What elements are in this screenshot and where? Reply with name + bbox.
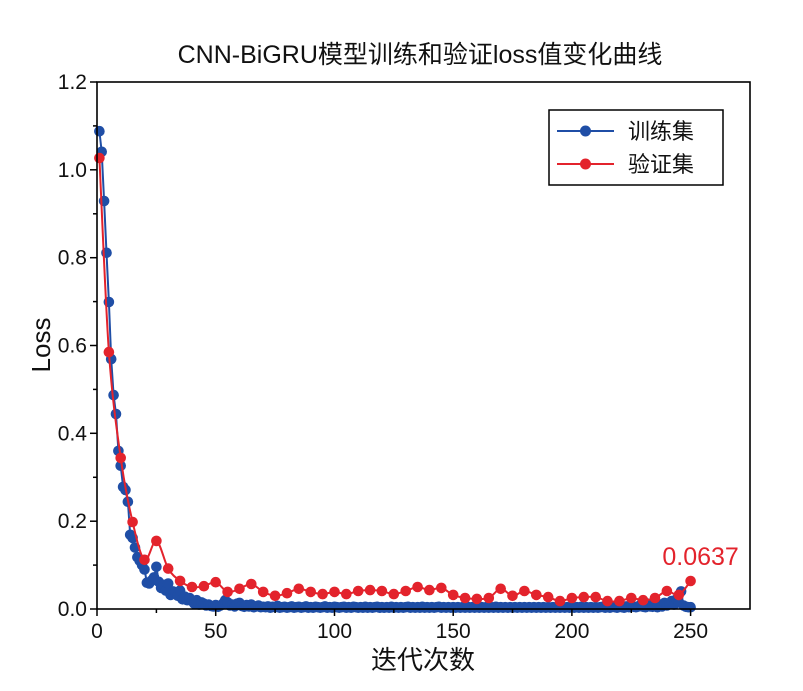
x-tick-label: 200 (554, 620, 589, 643)
val-point (115, 452, 126, 464)
val-point (554, 595, 566, 607)
val-point (542, 591, 554, 603)
x-tick-label: 250 (673, 620, 708, 643)
val-point (376, 585, 388, 597)
val-point (246, 578, 257, 590)
legend-entry-val: 验证集 (557, 152, 694, 177)
val-point (388, 588, 400, 600)
val-point (222, 586, 233, 598)
legend-swatch-marker (580, 158, 591, 170)
val-point (531, 589, 542, 601)
val-point (198, 580, 210, 592)
val-point (341, 588, 352, 600)
x-axis-label: 迭代次数 (371, 645, 475, 675)
val-point (661, 585, 673, 597)
val-point (162, 563, 174, 574)
y-tick-label: 1.2 (58, 71, 87, 94)
series-val (94, 152, 696, 607)
val-point (673, 589, 685, 601)
val-point (269, 590, 281, 602)
val-point (471, 593, 483, 605)
val-point (436, 582, 447, 594)
val-point (139, 554, 150, 566)
val-point (495, 583, 507, 595)
val-point (234, 583, 245, 595)
train-point (151, 561, 162, 573)
val-point (483, 592, 495, 604)
legend: 训练集 验证集 (548, 109, 724, 186)
legend-box (548, 109, 724, 186)
legend-label: 训练集 (628, 119, 694, 144)
val-point (317, 588, 328, 600)
legend-entry-train: 训练集 (557, 119, 694, 144)
val-point (400, 585, 412, 597)
val-point (329, 586, 340, 598)
val-point (424, 584, 435, 596)
val-point (210, 576, 221, 588)
val-point (103, 346, 115, 358)
chart-title: CNN-BiGRU模型训练和验证loss值变化曲线 (178, 41, 663, 69)
train-point (162, 578, 174, 589)
x-tick-label: 50 (204, 620, 227, 643)
y-tick-label: 1.0 (58, 159, 87, 182)
train-point (110, 408, 122, 420)
val-point (590, 591, 601, 603)
x-tick-label: 0 (91, 620, 103, 643)
y-axis-label: Loss (26, 318, 56, 373)
val-point (186, 581, 198, 593)
val-point (614, 595, 625, 607)
val-point (174, 575, 186, 587)
val-point (637, 594, 649, 606)
x-tick-label: 150 (436, 620, 471, 643)
val-point (626, 592, 637, 604)
val-point (151, 535, 162, 547)
val-point (578, 591, 590, 603)
val-point (412, 581, 423, 593)
val-point (649, 592, 661, 604)
val-point (447, 589, 459, 601)
val-point (94, 152, 105, 164)
val-point (507, 590, 518, 602)
y-tick-label: 0.4 (58, 422, 88, 445)
train-point (685, 601, 696, 613)
val-point (459, 592, 471, 604)
legend-swatch-marker (580, 125, 591, 137)
y-tick-label: 0.2 (58, 510, 87, 533)
legend-label: 验证集 (628, 152, 694, 177)
val-point (257, 586, 269, 598)
axis-ticks: 0.0 0.2 0.4 0.6 0.8 1.0 1.2 0 50 100 150 200 250 (58, 71, 708, 643)
val-point (602, 595, 613, 607)
val-point (305, 586, 317, 598)
train-point (115, 460, 126, 472)
val-point (127, 516, 138, 528)
x-tick-label: 100 (317, 620, 352, 643)
val-point (364, 584, 376, 596)
val-point (519, 585, 530, 597)
val-point (685, 575, 696, 587)
val-point (281, 587, 293, 599)
y-tick-label: 0.6 (58, 335, 87, 358)
train-point (94, 125, 105, 137)
val-point (566, 592, 578, 604)
y-tick-label: 0.8 (58, 247, 87, 270)
val-point (352, 585, 364, 597)
train-point (139, 564, 150, 575)
val-point (293, 583, 305, 595)
val-line (98, 157, 692, 603)
annotation-label: 0.0637 (662, 543, 738, 571)
y-tick-label: 0.0 (58, 598, 87, 621)
